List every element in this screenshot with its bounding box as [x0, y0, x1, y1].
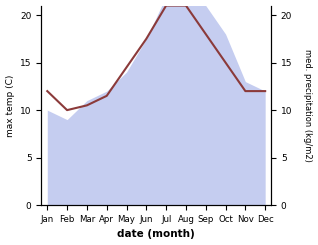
Y-axis label: max temp (C): max temp (C) — [5, 74, 15, 136]
X-axis label: date (month): date (month) — [117, 230, 195, 239]
Y-axis label: med. precipitation (kg/m2): med. precipitation (kg/m2) — [303, 49, 313, 162]
